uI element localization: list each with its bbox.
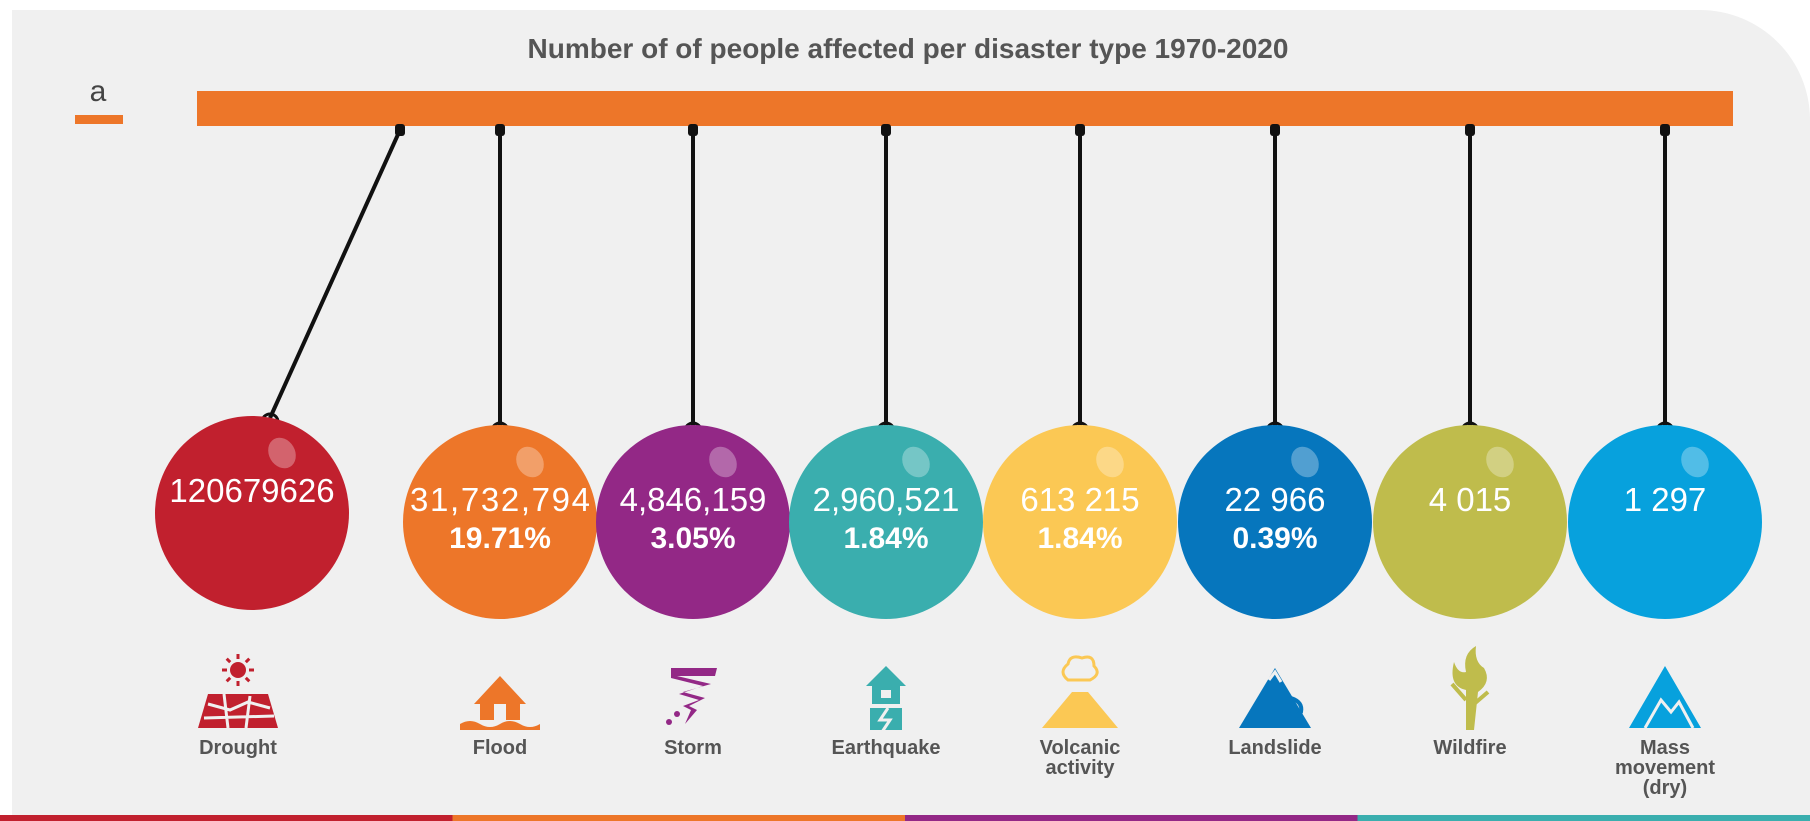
- string-anchor: [1660, 124, 1670, 136]
- footer-stripes: [0, 815, 1810, 821]
- percent-label-flood: 19.71%: [449, 522, 551, 555]
- ball-drought: [155, 416, 349, 610]
- ball-highlight: [1291, 446, 1319, 478]
- ball-highlight: [1486, 446, 1514, 478]
- ball-highlight: [709, 446, 737, 478]
- value-label-storm: 4,846,159: [620, 481, 767, 518]
- ball-highlight: [268, 437, 296, 469]
- percent-label-volcanic-activity: 1.84%: [1037, 522, 1122, 555]
- string-drought: [268, 129, 402, 419]
- ball-highlight: [516, 446, 544, 478]
- drought-icon: [198, 654, 278, 729]
- footer-stripe: [1357, 815, 1810, 821]
- ball-wildfire: [1373, 425, 1567, 619]
- ball-storm: [596, 425, 790, 619]
- category-label-drought: Drought: [199, 737, 277, 759]
- mass-movement-icon: [1629, 666, 1701, 729]
- ball-flood: [403, 425, 597, 619]
- string-anchor: [1075, 124, 1085, 136]
- earthquake-icon: [866, 666, 906, 733]
- value-label-drought: 120679626: [169, 472, 334, 509]
- flood-icon: [460, 676, 540, 730]
- chart-title: Number of of people affected per disaste…: [528, 33, 1289, 64]
- category-labels-layer: Drought Flood Storm Earthquake Volcanic activ…: [199, 737, 1715, 799]
- strings-layer: [260, 124, 1675, 432]
- category-label-wildfire: Wildfire: [1433, 737, 1506, 759]
- landslide-icon: [1239, 668, 1311, 728]
- category-label-mass-movement-dry: Mass movement (dry): [1615, 737, 1715, 799]
- footer-stripe: [905, 815, 1358, 821]
- string-anchor: [1270, 124, 1280, 136]
- value-label-earthquake: 2,960,521: [813, 481, 960, 518]
- ball-highlight: [1681, 446, 1709, 478]
- category-label-volcanic-activity: Volcanic activity: [1040, 737, 1121, 779]
- ball-highlight: [1096, 446, 1124, 478]
- volcano-icon: [1042, 655, 1118, 728]
- storm-icon: [666, 668, 717, 725]
- string-anchor: [1465, 124, 1475, 136]
- ball-earthquake: [789, 425, 983, 619]
- value-label-wildfire: 4 015: [1429, 481, 1512, 518]
- category-label-earthquake: Earthquake: [832, 737, 941, 759]
- wildfire-icon: [1450, 646, 1490, 730]
- value-label-landslide: 22 966: [1225, 481, 1326, 518]
- balls-layer: 120679626 31,732,794 19.71% 4,846,159 3.05% 2…: [155, 416, 1762, 619]
- percent-label-earthquake: 1.84%: [843, 522, 928, 555]
- string-anchor: [495, 124, 505, 136]
- category-label-storm: Storm: [664, 737, 722, 759]
- icons-layer: [198, 646, 1701, 733]
- string-anchor: [688, 124, 698, 136]
- panel-label: a: [90, 75, 107, 108]
- ball-highlight: [902, 446, 930, 478]
- string-anchor: [395, 124, 405, 136]
- ball-mass-movement-dry: [1568, 425, 1762, 619]
- category-label-landslide: Landslide: [1228, 737, 1321, 759]
- cradle-bar: [197, 91, 1733, 126]
- value-label-flood: 31,732,794: [410, 481, 590, 518]
- ball-volcanic-activity: [983, 425, 1177, 619]
- chart-panel: [12, 10, 1810, 821]
- footer-stripe: [452, 815, 905, 821]
- percent-label-landslide: 0.39%: [1232, 522, 1317, 555]
- ball-landslide: [1178, 425, 1372, 619]
- value-label-volcanic-activity: 613 215: [1020, 481, 1139, 518]
- footer-stripe: [0, 815, 453, 821]
- string-anchor: [881, 124, 891, 136]
- panel-label-underline: [75, 115, 123, 124]
- percent-label-storm: 3.05%: [650, 522, 735, 555]
- category-label-flood: Flood: [473, 737, 527, 759]
- value-label-mass-movement-dry: 1 297: [1624, 481, 1707, 518]
